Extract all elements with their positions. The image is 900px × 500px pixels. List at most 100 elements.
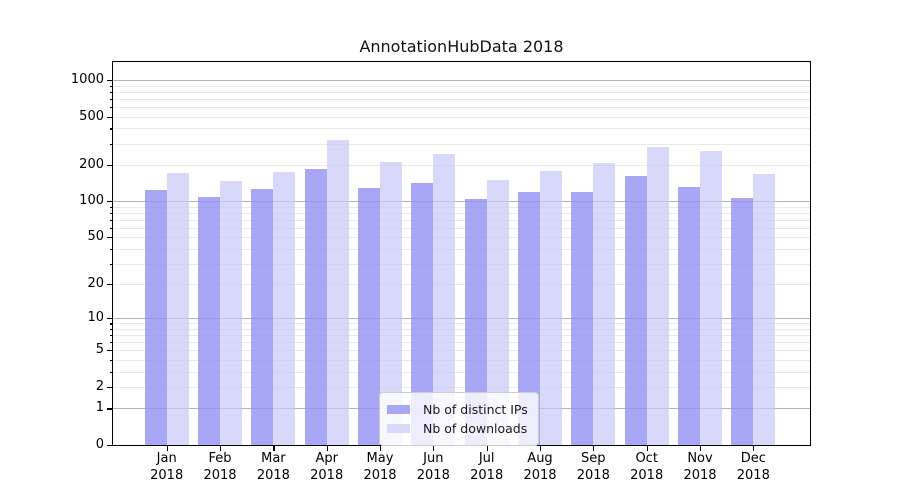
y-minor-tick-mark [110,143,113,145]
y-minor-tick-mark [110,237,113,239]
y-tick-label: 2 [95,379,104,394]
x-tick-label: Aug 2018 [523,451,557,483]
bar-downloads-oct [646,146,669,445]
minor-gridline [113,206,810,208]
x-tick-mark [433,446,435,451]
x-tick-label: Feb 2018 [203,451,237,483]
x-tick-mark [326,446,328,451]
x-tick-label: Jul 2018 [470,451,504,483]
x-tick-mark [166,446,168,451]
legend-label-distinct-ips: Nb of distinct IPs [423,402,528,417]
bar-downloads-jul [486,179,509,445]
minor-gridline [113,143,810,145]
minor-gridline [113,98,810,100]
bar-downloads-feb [220,180,242,445]
bar-distinct-ips-jan [144,189,167,445]
bar-downloads-dec [753,174,776,445]
y-tick-label: 1 [95,400,104,416]
y-tick-label: 200 [79,156,104,172]
x-tick-label: Jun 2018 [416,451,450,483]
y-minor-tick-mark [110,107,113,109]
bar-distinct-ips-dec [731,197,754,445]
minor-gridline [113,107,810,108]
y-tick-mark [107,284,112,286]
y-minor-tick-mark [110,342,113,344]
minor-gridline [113,85,810,87]
x-tick-mark [486,446,488,451]
minor-gridline [113,371,810,373]
bar-distinct-ips-aug [518,191,540,445]
y-tick-mark [107,164,112,166]
bar-distinct-ips-apr [304,168,327,445]
major-gridline [113,201,810,203]
y-minor-tick-mark [110,206,113,208]
y-minor-tick-mark [110,128,113,130]
x-tick-mark [700,446,702,451]
major-gridline [113,80,810,81]
x-tick-label: Sep 2018 [576,451,610,483]
x-tick-label: Mar 2018 [256,451,290,483]
bar-downloads-jan [166,173,189,445]
legend-swatch-downloads [387,424,410,433]
y-tick-mark [107,116,112,118]
legend-entry-downloads: Nb of downloads [387,419,528,438]
minor-gridline [113,335,810,337]
legend-label-downloads: Nb of downloads [423,421,528,436]
legend-swatch-distinct-ips [387,405,410,414]
minor-gridline [113,227,810,229]
legend-entry-distinct-ips: Nb of distinct IPs [387,400,528,419]
x-tick-label: Nov 2018 [683,451,717,483]
y-tick-label: 5 [95,342,104,358]
bar-distinct-ips-nov [678,186,700,445]
minor-gridline [113,323,810,325]
y-tick-mark [107,445,112,447]
y-minor-tick-mark [110,91,113,93]
x-tick-label: May 2018 [363,451,397,483]
bar-downloads-may [380,162,402,445]
y-tick-mark [107,408,112,410]
minor-gridline [113,328,810,330]
bar-distinct-ips-jun [411,182,434,445]
y-minor-tick-mark [110,263,113,265]
chart-title: AnnotationHubData 2018 [359,37,564,56]
bar-downloads-sep [593,163,616,445]
y-minor-tick-mark [110,212,113,214]
legend: Nb of distinct IPs Nb of downloads [379,392,539,446]
y-minor-tick-mark [110,350,113,352]
bar-downloads-nov [700,151,722,445]
minor-gridline [113,128,810,130]
minor-gridline [113,116,810,118]
bar-downloads-jun [433,154,456,445]
y-tick-mark [107,318,112,320]
bar-distinct-ips-oct [624,175,647,445]
bar-distinct-ips-may [358,187,380,445]
bar-distinct-ips-mar [251,188,274,445]
minor-gridline [113,263,810,265]
x-tick-mark [753,446,755,451]
y-tick-mark [107,237,112,239]
y-minor-tick-mark [110,98,113,100]
y-tick-mark [107,80,112,82]
x-tick-mark [273,446,275,451]
minor-gridline [113,219,810,221]
bar-distinct-ips-sep [571,191,594,445]
y-tick-label: 100 [79,193,104,209]
minor-gridline [113,212,810,214]
y-minor-tick-mark [110,227,113,229]
x-tick-label: Apr 2018 [310,451,344,483]
y-minor-tick-mark [110,328,113,331]
y-minor-tick-mark [110,164,113,166]
y-tick-label: 0 [95,437,104,452]
y-minor-tick-mark [110,116,113,118]
y-minor-tick-mark [110,387,113,389]
y-minor-tick-mark [110,85,113,87]
y-minor-tick-mark [110,335,113,337]
y-tick-mark [107,201,112,203]
y-tick-label: 50 [87,229,104,245]
plot-area [112,61,811,446]
bar-distinct-ips-jul [464,198,487,445]
minor-gridline [113,248,810,250]
minor-gridline [113,91,810,93]
bar-downloads-apr [326,139,349,445]
